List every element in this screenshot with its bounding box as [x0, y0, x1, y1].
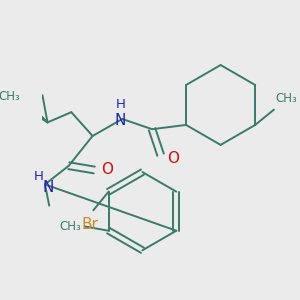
Text: Br: Br [82, 217, 98, 232]
Text: N: N [43, 180, 54, 195]
Text: O: O [167, 152, 179, 166]
Text: O: O [101, 163, 113, 178]
Text: CH₃: CH₃ [0, 90, 20, 103]
Text: CH₃: CH₃ [276, 92, 297, 104]
Text: N: N [115, 113, 126, 128]
Text: H: H [33, 170, 43, 183]
Text: H: H [116, 98, 125, 111]
Text: CH₃: CH₃ [60, 220, 81, 233]
